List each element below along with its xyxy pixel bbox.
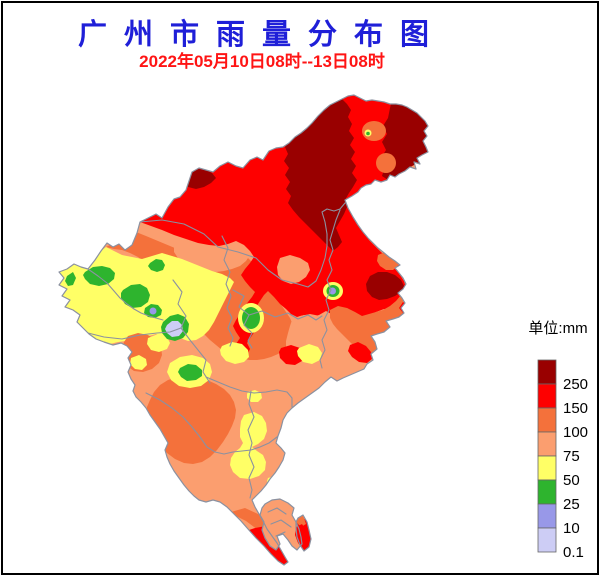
legend-label-150: 150	[563, 400, 588, 417]
legend-label-75: 75	[563, 448, 580, 465]
island-sliver-red	[295, 524, 309, 550]
legend-swatch-0.1	[537, 527, 557, 553]
legend-label-25: 25	[563, 496, 580, 513]
legend-label-50: 50	[563, 472, 580, 489]
rain-100-150-northeast	[362, 121, 398, 270]
legend-label-100: 100	[563, 424, 588, 441]
legend-label-0.1: 0.1	[563, 544, 584, 561]
rain-150-250	[140, 95, 428, 358]
page-title: 广州市雨量分布图	[78, 17, 446, 51]
legend: 单位:mm 250 150 100 75 50 25 10 0.1	[528, 320, 588, 561]
legend-label-250: 250	[563, 376, 588, 393]
city-boundary-outline	[58, 94, 429, 566]
legend-unit-label: 单位:mm	[528, 320, 587, 337]
rain-0-10-patches	[165, 321, 183, 337]
island-upper-fill	[260, 499, 302, 550]
page-subtitle: 2022年05月10日08时--13日08时	[139, 51, 385, 71]
legend-label-10: 10	[563, 520, 580, 537]
